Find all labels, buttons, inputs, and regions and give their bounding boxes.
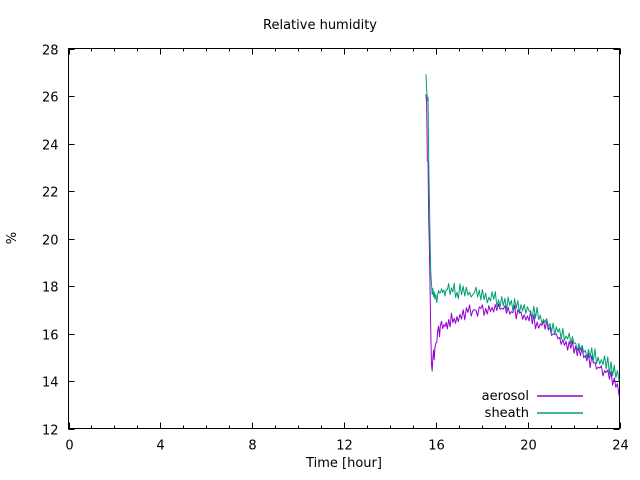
x-axis-ticks: 0 4 8 12 16 20 24 [65, 48, 629, 454]
x-tick-label: 24 [612, 439, 629, 454]
legend-label-sheath: sheath [485, 406, 529, 421]
x-tick-label: 20 [520, 439, 537, 454]
legend-label-aerosol: aerosol [482, 389, 529, 404]
x-tick-label: 4 [156, 439, 164, 454]
y-tick-label: 28 [42, 44, 59, 59]
y-tick-label: 24 [42, 139, 59, 154]
y-tick-label: 14 [42, 376, 59, 391]
series-line-aerosol [425, 94, 620, 397]
data-series-group [425, 74, 620, 397]
series-line-sheath [425, 74, 620, 381]
y-axis-ticks: 12 14 16 18 20 22 24 26 28 [42, 44, 620, 439]
x-tick-label: 12 [336, 439, 353, 454]
y-axis-label: % [5, 232, 20, 244]
y-tick-label: 16 [42, 329, 59, 344]
y-tick-label: 18 [42, 281, 59, 296]
x-tick-label: 0 [65, 439, 73, 454]
y-tick-label: 12 [42, 424, 59, 439]
plot-frame [68, 48, 620, 429]
chart-legend: aerosol sheath [482, 389, 583, 421]
x-tick-label: 16 [428, 439, 445, 454]
y-tick-label: 26 [42, 91, 59, 106]
y-tick-label: 20 [42, 234, 59, 249]
x-tick-label: 8 [248, 439, 256, 454]
y-tick-label: 22 [42, 186, 59, 201]
chart-title: Relative humidity [263, 18, 377, 33]
x-axis-label: Time [hour] [305, 456, 382, 471]
